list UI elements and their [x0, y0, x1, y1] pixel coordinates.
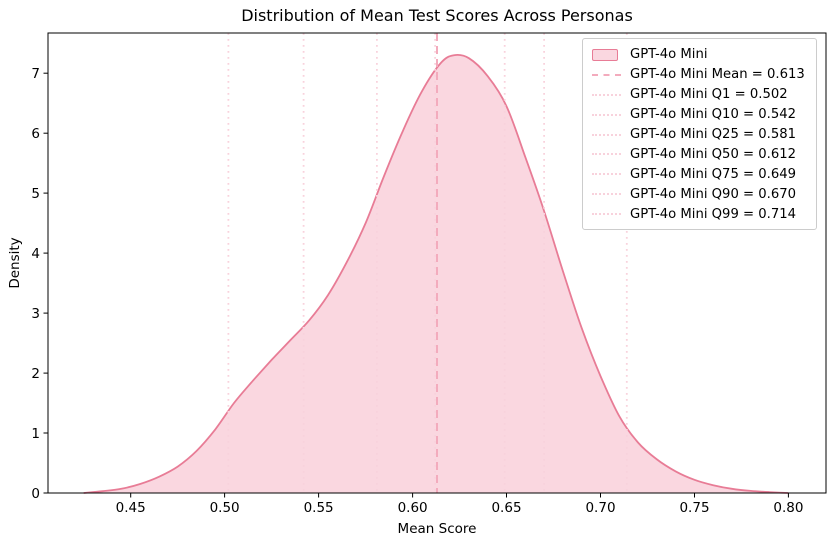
legend-item: GPT-4o Mini Q1 = 0.502 — [592, 85, 810, 105]
kde-fill-swatch — [592, 48, 618, 61]
y-tick-label: 1 — [31, 426, 40, 442]
quantile-line-swatch — [592, 193, 621, 196]
plot-spines — [47, 32, 827, 494]
legend-item: GPT-4o Mini Q10 = 0.542 — [592, 105, 810, 125]
quantile-line-swatch — [592, 153, 621, 156]
quantile-line-swatch — [592, 173, 621, 176]
legend-label: GPT-4o Mini — [630, 47, 708, 63]
legend-item: GPT-4o Mini Q90 = 0.670 — [592, 184, 810, 204]
legend-item: GPT-4o Mini Mean = 0.613 — [592, 65, 810, 85]
y-tick-label: 0 — [31, 486, 40, 502]
y-tick-label: 7 — [31, 66, 40, 82]
legend-item: GPT-4o Mini Q99 = 0.714 — [592, 204, 810, 224]
legend-label: GPT-4o Mini Q99 = 0.714 — [630, 206, 797, 222]
y-tick-label: 5 — [31, 186, 40, 202]
y-axis-label: Density — [7, 237, 23, 289]
legend-label: GPT-4o Mini Q75 = 0.649 — [630, 166, 797, 182]
kde-curve — [83, 53, 789, 494]
legend-label: GPT-4o Mini Mean = 0.613 — [630, 67, 805, 83]
quantile-line-swatch — [592, 213, 621, 216]
quantile-line-swatch — [592, 93, 621, 96]
legend-label: GPT-4o Mini Q1 = 0.502 — [630, 87, 788, 103]
x-tick-label: 0.70 — [585, 500, 615, 516]
y-tick-label: 6 — [31, 126, 40, 142]
legend: GPT-4o Mini GPT-4o Mini Mean = 0.613 GPT… — [582, 38, 817, 230]
quantile-line-swatch — [592, 133, 621, 136]
x-tick-label: 0.65 — [491, 500, 521, 516]
y-tick-label: 3 — [31, 306, 40, 322]
x-tick-label: 0.75 — [679, 500, 709, 516]
x-tick-label: 0.60 — [398, 500, 428, 516]
y-tick-label: 2 — [31, 366, 40, 382]
x-tick-label: 0.80 — [773, 500, 803, 516]
x-tick-label: 0.50 — [210, 500, 240, 516]
legend-label: GPT-4o Mini Q50 = 0.612 — [630, 146, 797, 162]
legend-label: GPT-4o Mini Q90 = 0.670 — [630, 186, 797, 202]
legend-item: GPT-4o Mini Q75 = 0.649 — [592, 164, 810, 184]
chart-title: Distribution of Mean Test Scores Across … — [241, 6, 633, 25]
x-tick-label: 0.45 — [116, 500, 146, 516]
quantile-line-swatch — [592, 113, 621, 116]
y-tick-label: 4 — [31, 246, 40, 262]
legend-item: GPT-4o Mini Q50 = 0.612 — [592, 144, 810, 164]
legend-item: GPT-4o Mini Q25 = 0.581 — [592, 125, 810, 145]
x-axis-label: Mean Score — [397, 521, 477, 537]
legend-label: GPT-4o Mini Q10 = 0.542 — [630, 107, 797, 123]
mean-line-swatch — [592, 73, 621, 76]
legend-label: GPT-4o Mini Q25 = 0.581 — [630, 127, 797, 142]
legend-item: GPT-4o Mini — [592, 45, 810, 65]
x-tick-label: 0.55 — [304, 500, 334, 516]
